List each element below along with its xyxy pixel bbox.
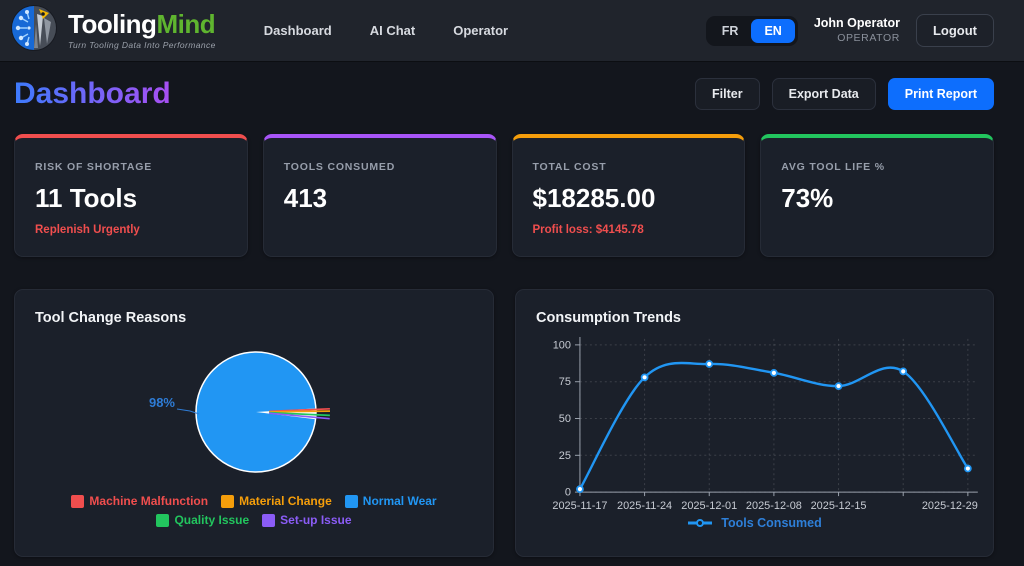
pie-chart-card: Tool Change Reasons 98% Machine Malfunct… xyxy=(14,289,494,557)
svg-text:0: 0 xyxy=(564,487,570,499)
legend-swatch-icon xyxy=(71,494,85,508)
svg-text:2025-11-17: 2025-11-17 xyxy=(552,500,607,512)
stat-note: Replenish Urgently xyxy=(35,223,140,236)
pie-legend-item[interactable]: Quality Issue xyxy=(156,513,249,527)
stat-card-total-cost: TOTAL COST $18285.00 Profit loss: $4145.… xyxy=(511,134,746,257)
stat-card-avg-tool-life: AVG TOOL LIFE % 73% xyxy=(760,134,994,257)
legend-label: Normal Wear xyxy=(362,494,437,508)
legend-swatch-icon xyxy=(221,494,235,508)
line-chart-card: Consumption Trends 0 25 50 75 100 2025-11-17 2… xyxy=(515,289,994,557)
user-role: OPERATOR xyxy=(837,31,900,44)
line-chart-title: Consumption Trends xyxy=(536,310,681,326)
svg-text:50: 50 xyxy=(558,413,570,425)
language-toggle: FR EN xyxy=(705,15,798,46)
legend-swatch-icon xyxy=(344,494,358,508)
pie-chart-title: Tool Change Reasons xyxy=(35,310,187,326)
lang-en-button[interactable]: EN xyxy=(751,18,795,43)
pie-legend: Machine Malfunction Material Change Normal… xyxy=(15,494,493,527)
lang-fr-button[interactable]: FR xyxy=(709,19,752,43)
pie-legend-item[interactable]: Set-up Issue xyxy=(262,513,352,527)
brand-tagline: Turn Tooling Data Into Performance xyxy=(68,40,216,50)
top-navbar: ToolingMind Turn Tooling Data Into Perfo… xyxy=(0,0,1024,62)
svg-text:2025-11-24: 2025-11-24 xyxy=(617,500,672,512)
stat-value: 73% xyxy=(781,183,834,213)
line-legend-marker-icon xyxy=(688,519,713,527)
pie-legend-item[interactable]: Machine Malfunction xyxy=(71,494,208,508)
svg-text:2025-12-29: 2025-12-29 xyxy=(921,500,977,512)
main-nav: Dashboard AI Chat Operator xyxy=(264,23,508,38)
stats-row: RISK OF SHORTAGE 11 Tools Replenish Urge… xyxy=(14,134,994,257)
pie-chart: 98% xyxy=(15,326,493,490)
print-report-button[interactable]: Print Report xyxy=(887,78,994,110)
svg-text:2025-12-01: 2025-12-01 xyxy=(681,500,737,512)
stat-value: $18285.00 xyxy=(532,183,656,213)
line-legend-label: Tools Consumed xyxy=(721,516,822,530)
svg-text:2025-12-15: 2025-12-15 xyxy=(810,500,866,512)
svg-text:100: 100 xyxy=(552,339,570,351)
logout-button[interactable]: Logout xyxy=(915,14,994,47)
svg-text:98%: 98% xyxy=(149,395,175,410)
svg-text:75: 75 xyxy=(558,376,570,388)
legend-swatch-icon xyxy=(156,513,170,527)
legend-swatch-icon xyxy=(262,513,276,527)
pie-legend-item[interactable]: Material Change xyxy=(221,494,332,508)
stat-label: AVG TOOL LIFE % xyxy=(781,161,885,173)
stat-note: Profit loss: $4145.78 xyxy=(532,223,644,236)
stat-label: TOTAL COST xyxy=(532,161,607,173)
legend-label: Machine Malfunction xyxy=(89,494,209,508)
page-title: Dashboard xyxy=(14,77,171,110)
stat-card-risk-of-shortage: RISK OF SHORTAGE 11 Tools Replenish Urge… xyxy=(14,134,248,257)
brand: ToolingMind Turn Tooling Data Into Perfo… xyxy=(10,4,216,57)
user-name: John Operator xyxy=(813,16,900,31)
line-chart: 0 25 50 75 100 2025-11-17 2025-11-24 2025-12-01… xyxy=(516,326,993,513)
legend-label: Quality Issue xyxy=(174,513,250,527)
filter-button[interactable]: Filter xyxy=(695,78,760,110)
stat-value: 413 xyxy=(283,183,328,213)
nav-item-ai-chat[interactable]: AI Chat xyxy=(369,23,416,38)
legend-label: Set-up Issue xyxy=(280,513,352,527)
legend-label: Material Change xyxy=(239,494,332,508)
stat-label: TOOLS CONSUMED xyxy=(283,161,396,173)
stat-label: RISK OF SHORTAGE xyxy=(35,161,153,173)
nav-item-operator[interactable]: Operator xyxy=(453,23,509,38)
svg-text:2025-12-08: 2025-12-08 xyxy=(745,500,801,512)
brand-name: ToolingMind xyxy=(68,9,216,39)
stat-value: 11 Tools xyxy=(35,183,138,213)
line-legend[interactable]: Tools Consumed xyxy=(516,516,993,530)
svg-text:25: 25 xyxy=(558,450,570,462)
brand-logo-icon xyxy=(10,4,58,57)
pie-legend-item[interactable]: Normal Wear xyxy=(344,494,437,508)
export-data-button[interactable]: Export Data xyxy=(771,78,876,110)
user-block: John Operator OPERATOR xyxy=(814,16,900,45)
nav-item-dashboard[interactable]: Dashboard xyxy=(263,23,332,38)
stat-card-tools-consumed: TOOLS CONSUMED 413 xyxy=(262,134,497,257)
